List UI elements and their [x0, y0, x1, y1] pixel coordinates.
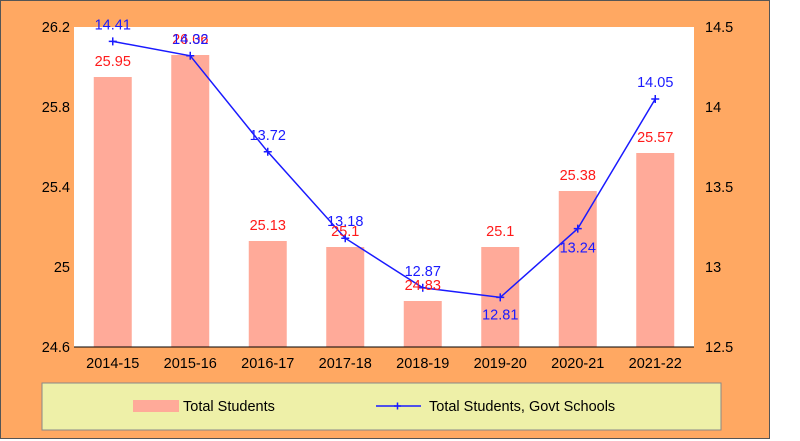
line-data-label: 14.32 — [172, 32, 208, 48]
line-point-2017-18 — [341, 234, 350, 243]
bar-data-label: 25.95 — [95, 54, 131, 70]
bar-2016-17 — [248, 241, 287, 347]
bar-data-label: 25.1 — [331, 224, 359, 240]
bar-2020-21 — [558, 191, 597, 347]
y-right-tick-label: 13 — [705, 260, 721, 276]
bar-2015-16 — [171, 55, 210, 347]
bar-data-label: 25.1 — [486, 224, 514, 240]
x-tick-label: 2015-16 — [164, 356, 217, 372]
plot-area — [74, 27, 694, 347]
bar-data-label: 24.83 — [405, 278, 441, 294]
line-data-label: 13.18 — [327, 214, 363, 230]
line-data-label: 13.24 — [560, 241, 596, 257]
x-tick-label: 2021-22 — [629, 356, 682, 372]
legend-swatch-total-students — [133, 400, 179, 412]
y-right-tick-label: 14 — [705, 100, 721, 116]
bar-2017-18 — [326, 247, 365, 347]
line-data-label: 12.81 — [482, 307, 518, 323]
bar-2018-19 — [403, 301, 442, 347]
line-data-label: 13.72 — [250, 128, 286, 144]
bar-data-label: 25.57 — [637, 130, 673, 146]
line-point-2020-21 — [573, 224, 582, 233]
legend-swatch-govt-marker — [394, 402, 401, 410]
x-tick-label: 2014-15 — [86, 356, 139, 372]
bar-data-label: 25.38 — [560, 168, 596, 184]
x-tick-label: 2016-17 — [241, 356, 294, 372]
y-right-tick-label: 13.5 — [705, 180, 733, 196]
y-left-tick-label: 24.6 — [42, 340, 70, 356]
x-tick-label: 2017-18 — [319, 356, 372, 372]
x-tick-label: 2018-19 — [396, 356, 449, 372]
bar-data-label: 26.06 — [172, 32, 208, 48]
legend-label-total-students: Total Students — [183, 399, 275, 415]
y-left-tick-label: 25.8 — [42, 100, 70, 116]
line-data-label: 14.05 — [637, 75, 673, 91]
line-data-label: 12.87 — [405, 264, 441, 280]
line-point-2015-16 — [186, 51, 195, 60]
bar-2014-15 — [93, 77, 132, 347]
line-point-2014-15 — [108, 37, 117, 46]
y-right-tick-label: 14.5 — [705, 20, 733, 36]
bar-data-label: 25.13 — [250, 218, 286, 234]
bar-2021-22 — [636, 153, 675, 347]
line-point-2019-20 — [496, 293, 505, 302]
legend-label-govt-schools: Total Students, Govt Schools — [429, 399, 615, 415]
x-tick-label: 2019-20 — [474, 356, 527, 372]
line-data-label: 14.41 — [95, 17, 131, 33]
x-tick-label: 2020-21 — [551, 356, 604, 372]
line-govt-schools — [112, 40, 656, 299]
line-point-2021-22 — [651, 95, 660, 103]
y-left-tick-label: 25.4 — [42, 180, 70, 196]
line-point-2016-17 — [263, 147, 272, 156]
y-left-tick-label: 26.2 — [42, 20, 70, 36]
y-right-tick-label: 12.5 — [705, 340, 733, 356]
line-point-2018-19 — [418, 283, 427, 292]
y-left-tick-label: 25 — [54, 260, 70, 276]
